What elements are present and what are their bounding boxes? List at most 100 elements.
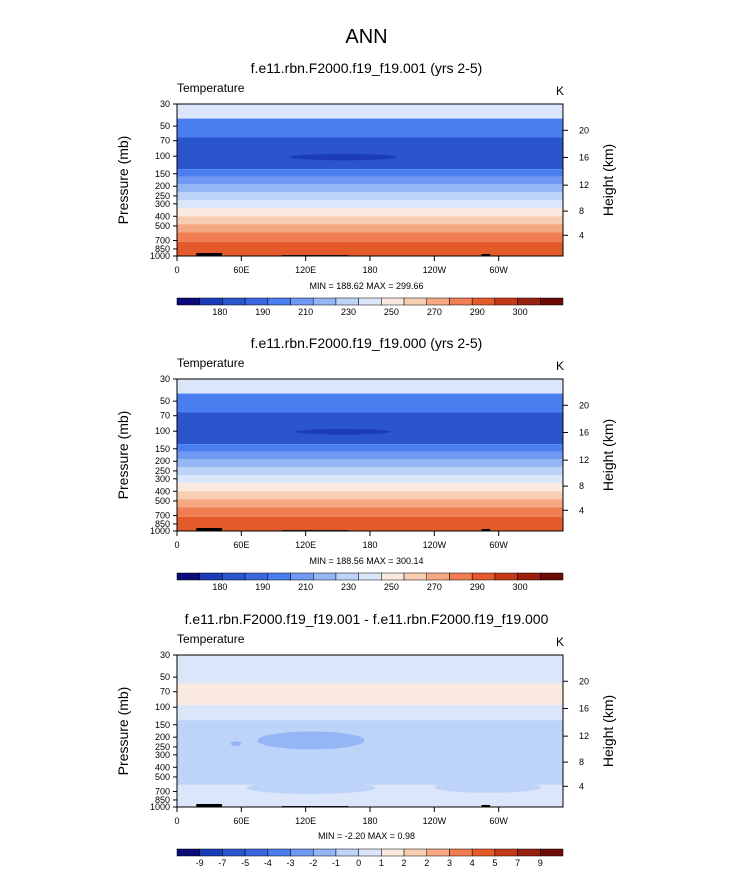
panel-1-colorbar-box-13 bbox=[471, 297, 496, 306]
panel-1-colorbar-box-0 bbox=[176, 297, 200, 306]
panel-2-ytick-label-1: 50 bbox=[160, 396, 170, 406]
panel-1-ytick-label-3: 100 bbox=[155, 151, 170, 161]
panel-3-contour-2 bbox=[246, 781, 376, 794]
panel-2-colorbar-box-3 bbox=[244, 572, 269, 581]
panel-1-band-7 bbox=[177, 200, 563, 208]
panel-1-contour-0 bbox=[289, 153, 397, 161]
panel-2-ytick-label-6: 250 bbox=[155, 466, 170, 476]
panel-3-band-2 bbox=[177, 704, 563, 721]
panel-2-colorbar-box-7 bbox=[335, 572, 359, 581]
panel-3-colorbar-label-5: -2 bbox=[309, 858, 317, 868]
panel-3-ytick-label-8: 400 bbox=[155, 762, 170, 772]
panel-1-ylabel: Pressure (mb) bbox=[115, 136, 131, 225]
panel-2-band-8 bbox=[177, 482, 563, 492]
panel-1-ytick-label-1: 50 bbox=[160, 121, 170, 131]
panel-1-band-4 bbox=[177, 176, 563, 185]
panel-2-band-0 bbox=[177, 379, 563, 394]
panel-1-ytick-label-7: 300 bbox=[155, 199, 170, 209]
panel-3-colorbar-label-1: -7 bbox=[218, 858, 226, 868]
panel-2-ytick-label-5: 200 bbox=[155, 456, 170, 466]
panel-1-terrain-1 bbox=[196, 253, 223, 256]
panel-3-colorbar-label-15: 9 bbox=[538, 858, 543, 868]
panel-1-rtick-label-0: 20 bbox=[579, 125, 589, 135]
panel-3-ytick-label-7: 300 bbox=[155, 750, 170, 760]
panel-2-xtick-label-3: 180 bbox=[362, 540, 377, 550]
panel-2-ytick-label-9: 500 bbox=[155, 496, 170, 506]
panel-2-ytick-label-3: 100 bbox=[155, 426, 170, 436]
panel-1-units: K bbox=[556, 84, 565, 98]
panel-1-colorbar-label-4: 250 bbox=[384, 307, 399, 317]
panel-2-band-9 bbox=[177, 491, 563, 500]
panel-3-colorbar-label-13: 5 bbox=[492, 858, 497, 868]
panel-3-band-1 bbox=[177, 683, 563, 705]
panel-2-xtick-label-5: 60W bbox=[489, 540, 508, 550]
figure-title: ANN bbox=[345, 26, 388, 48]
panel-3-rtick-label-0: 20 bbox=[579, 676, 589, 686]
panel-2-colorbar-box-14 bbox=[494, 572, 518, 581]
panel-1-band-12 bbox=[177, 241, 563, 256]
panel-3-contour-0 bbox=[257, 731, 365, 750]
panel-1-colorbar-box-16 bbox=[540, 297, 564, 306]
panel-1-band-3 bbox=[177, 169, 563, 177]
panel-1-colorbar-label-3: 230 bbox=[341, 307, 356, 317]
panel-2-terrain-1 bbox=[196, 528, 223, 531]
panel-1-terrain-2 bbox=[481, 254, 491, 256]
panel-1-colorbar-box-4 bbox=[267, 297, 291, 306]
panel-1-band-1 bbox=[177, 118, 563, 138]
panel-2-units: K bbox=[556, 359, 565, 373]
panel-3-contour-3 bbox=[434, 781, 542, 793]
panel-2-variable: Temperature bbox=[177, 356, 245, 370]
panel-2-xtick-label-1: 60E bbox=[233, 540, 249, 550]
panel-2-colorbar-box-4 bbox=[267, 572, 291, 581]
panel-2-minmax: MIN = 188.56 MAX = 300.14 bbox=[309, 556, 424, 566]
panel-1-ytick-label-2: 70 bbox=[160, 136, 170, 146]
panel-3-ytick-label-6: 250 bbox=[155, 742, 170, 752]
panel-2-ytick-label-4: 150 bbox=[155, 444, 170, 454]
panel-2-colorbar-label-5: 270 bbox=[427, 582, 442, 592]
panel-1-colorbar-box-12 bbox=[449, 297, 473, 306]
panel-2-band-12 bbox=[177, 516, 563, 531]
panel-3-colorbar-box-8 bbox=[358, 848, 382, 857]
panel-1-rtick-label-2: 12 bbox=[579, 180, 589, 190]
panel-1-colorbar-box-2 bbox=[222, 297, 246, 306]
panel-2-rtick-label-2: 12 bbox=[579, 455, 589, 465]
panel-2-band-10 bbox=[177, 499, 563, 508]
panel-1-colorbar-label-5: 270 bbox=[427, 307, 442, 317]
panel-1-minmax: MIN = 188.62 MAX = 299.66 bbox=[309, 281, 424, 291]
panel-3-colorbar-label-0: -9 bbox=[196, 858, 204, 868]
panel-2-colorbar-box-11 bbox=[426, 572, 450, 581]
panel-3-colorbar-box-15 bbox=[517, 848, 541, 857]
panel-1-colorbar-box-14 bbox=[494, 297, 518, 306]
panel-2-colorbar-box-16 bbox=[540, 572, 564, 581]
panel-3-rtick-label-4: 4 bbox=[579, 781, 584, 791]
panel-2-colorbar-box-6 bbox=[312, 572, 337, 581]
panel-3-rtick-label-2: 12 bbox=[579, 731, 589, 741]
panel-3-ytick-label-11: 850 bbox=[155, 795, 170, 805]
panel-3-colorbar-box-5 bbox=[290, 848, 314, 857]
panel-3-colorbar-box-6 bbox=[312, 848, 337, 857]
panel-3-colorbar-label-7: 0 bbox=[356, 858, 361, 868]
panel-3-colorbar-box-11 bbox=[426, 848, 450, 857]
panel-2-ytick-label-10: 700 bbox=[155, 511, 170, 521]
panel-3-terrain-1 bbox=[196, 804, 223, 807]
panel-2-ylabel-right: Height (km) bbox=[600, 419, 616, 491]
panel-2-band-5 bbox=[177, 459, 563, 468]
panel-2-band-7 bbox=[177, 475, 563, 483]
panel-2-colorbar-label-7: 300 bbox=[513, 582, 528, 592]
panel-2-terrain-2 bbox=[481, 529, 491, 531]
panel-3-contour-1 bbox=[230, 741, 242, 747]
panel-2-rtick-label-0: 20 bbox=[579, 400, 589, 410]
panel-1-ytick-label-5: 200 bbox=[155, 181, 170, 191]
panel-2-xtick-label-4: 120W bbox=[423, 540, 447, 550]
panel-1-colorbar-box-5 bbox=[290, 297, 314, 306]
panel-1-band-2 bbox=[177, 137, 563, 170]
panel-1-variable: Temperature bbox=[177, 81, 245, 95]
panel-3-terrain-2 bbox=[481, 805, 491, 807]
panel-3-band-0 bbox=[177, 655, 563, 684]
panel-2-colorbar-box-5 bbox=[290, 572, 314, 581]
panel-2-xtick-label-0: 0 bbox=[174, 540, 179, 550]
panel-3-ytick-label-9: 500 bbox=[155, 772, 170, 782]
panel-1-ytick-label-8: 400 bbox=[155, 211, 170, 221]
panel-1-colorbar-label-2: 210 bbox=[298, 307, 313, 317]
